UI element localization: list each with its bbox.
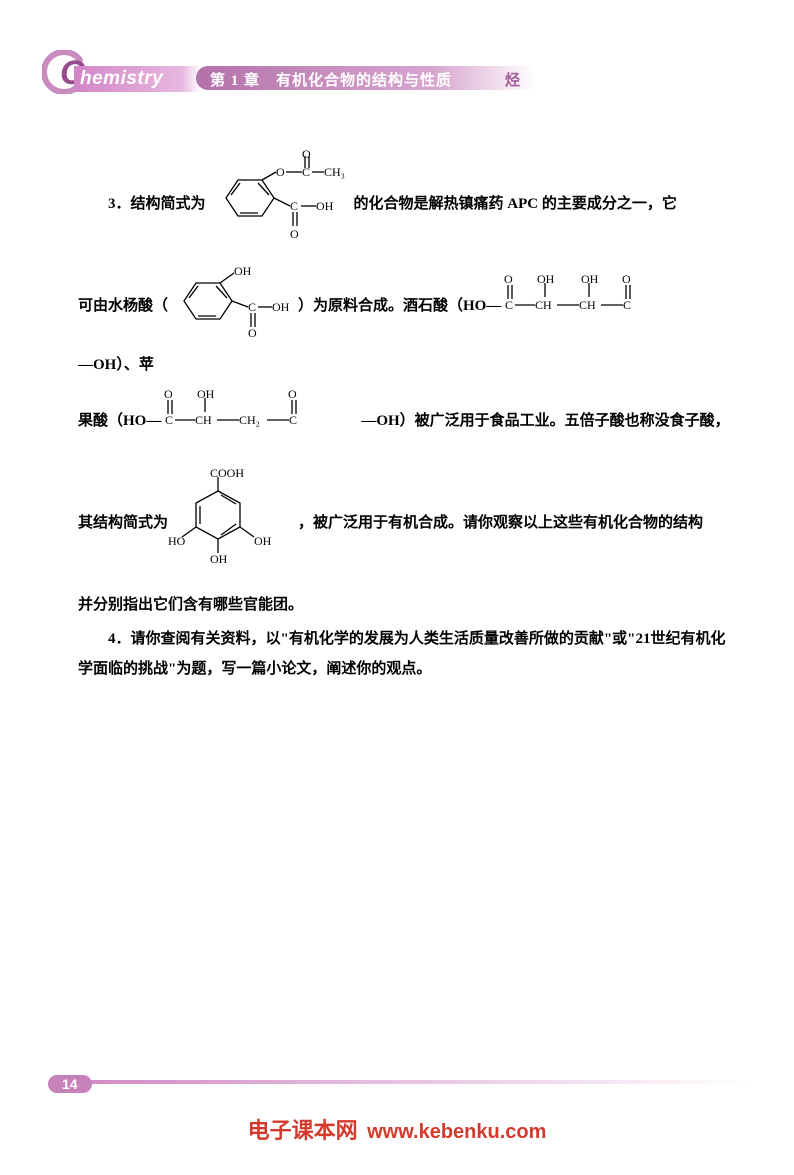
svg-text:O: O <box>276 165 285 179</box>
structure-malic-mid: C O CH OH CH₂ C O <box>161 384 361 457</box>
text: —OH）被广泛用于食品工业。五倍子酸也称没食子酸， <box>361 406 729 436</box>
svg-text:O: O <box>164 387 173 401</box>
text: 的化合物是解热镇痛药 APC 的主要成分之一，它 <box>354 189 677 219</box>
page-number: 14 <box>48 1075 92 1093</box>
text: ）为原料合成。酒石酸（HO— <box>298 291 501 321</box>
page-content: 3．结构简式为 O C O CH₃ <box>78 150 734 684</box>
svg-text:C: C <box>165 413 173 427</box>
text: 并分别指出它们含有哪些官能团。 <box>78 590 303 620</box>
svg-text:HO: HO <box>168 534 186 548</box>
text: 3．结构简式为 <box>108 189 206 219</box>
structure-salicylic: OH C OH O <box>168 261 298 350</box>
text: 可由水杨酸（ <box>78 291 168 321</box>
svg-text:CH₂: CH₂ <box>239 413 260 427</box>
svg-text:O: O <box>248 326 257 339</box>
watermark-cn: 电子课本网 <box>248 1118 358 1143</box>
svg-text:OH: OH <box>197 387 215 401</box>
page-header: C hemistry 第 1 章 有机化合物的结构与性质 烃 <box>0 52 794 96</box>
svg-text:C: C <box>623 298 631 312</box>
svg-text:OH: OH <box>234 264 252 278</box>
structure-aspirin: O C O CH₃ C OH O <box>206 150 354 257</box>
svg-text:CH: CH <box>195 413 212 427</box>
svg-text:O: O <box>290 227 299 241</box>
question-4: 4．请你查阅有关资料，以"有机化学的发展为人类生活质量改善所做的贡献"或"21世… <box>78 624 734 684</box>
svg-text:C: C <box>290 199 298 213</box>
text: —OH）、苹 <box>78 350 154 380</box>
svg-text:O: O <box>288 387 297 401</box>
svg-text:O: O <box>302 150 311 161</box>
svg-text:O: O <box>622 272 631 286</box>
logo-text: hemistry <box>74 66 201 92</box>
question-3-row-4: 其结构简式为 COOH HO OH OH ，被广泛用 <box>78 467 734 578</box>
structure-gallic: COOH HO OH OH <box>168 467 298 578</box>
svg-text:COOH: COOH <box>210 467 244 480</box>
question-3-row-3: 果酸（HO— C O CH OH CH₂ C O <box>78 384 734 457</box>
svg-text:CH₃: CH₃ <box>324 165 345 179</box>
text: 其结构简式为 <box>78 508 168 538</box>
svg-text:C: C <box>505 298 513 312</box>
svg-text:OH: OH <box>210 552 228 566</box>
chapter-subject: 烃 <box>505 69 520 90</box>
svg-text:C: C <box>248 300 256 314</box>
svg-text:OH: OH <box>316 199 334 213</box>
text: 果酸（HO— <box>78 406 161 436</box>
structure-tartaric-mid: C O CH OH CH OH C O <box>501 269 691 342</box>
svg-text:C: C <box>289 413 297 427</box>
question-3-row-1: 3．结构简式为 O C O CH₃ <box>78 150 734 257</box>
svg-text:CH: CH <box>535 298 552 312</box>
text: ，被广泛用于有机合成。请你观察以上这些有机化合物的结构 <box>298 508 703 538</box>
watermark-url: www.kebenku.com <box>367 1121 546 1143</box>
question-3-row-2: 可由水杨酸（ OH C OH O ）为原料合成。酒石 <box>78 261 734 380</box>
svg-text:CH: CH <box>579 298 596 312</box>
svg-text:OH: OH <box>537 272 555 286</box>
page-number-bar <box>74 1080 754 1084</box>
page-number-holder: 14 <box>48 1075 138 1099</box>
svg-text:O: O <box>504 272 513 286</box>
svg-text:OH: OH <box>254 534 272 548</box>
svg-text:OH: OH <box>272 300 290 314</box>
question-3-row-5: 并分别指出它们含有哪些官能团。 <box>78 590 734 620</box>
watermark: 电子课本网 www.kebenku.com <box>0 1113 794 1145</box>
svg-text:OH: OH <box>581 272 599 286</box>
chapter-title: 第 1 章 有机化合物的结构与性质 <box>210 69 452 90</box>
